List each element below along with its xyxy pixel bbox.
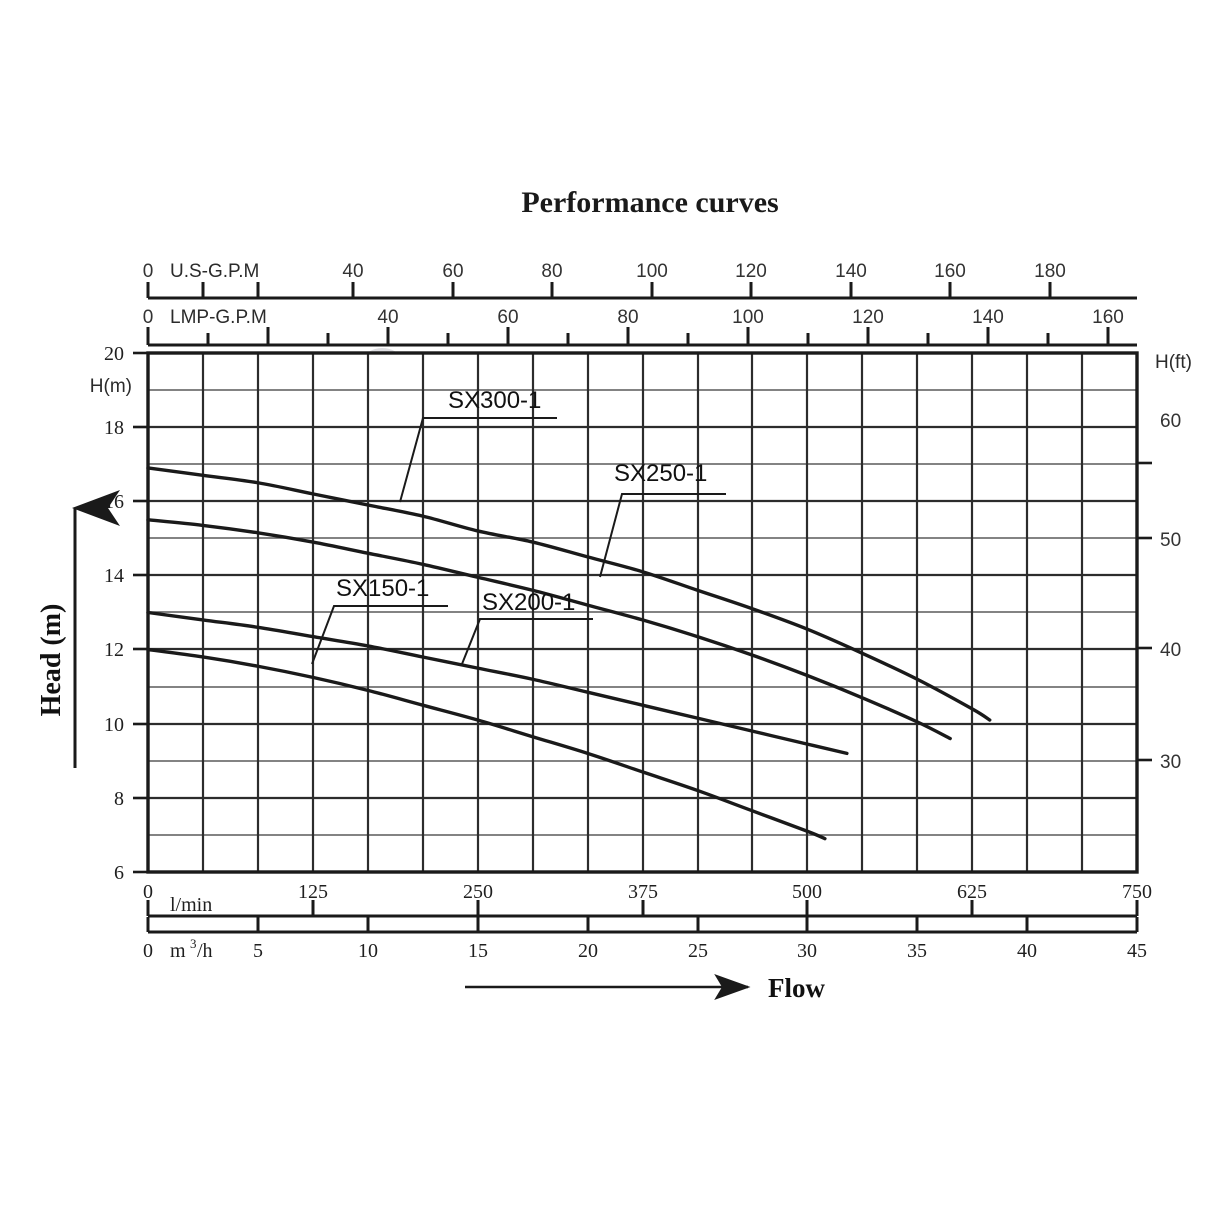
- svg-text:3: 3: [190, 936, 197, 951]
- axis-lmp-gpm-name: LMP-G.P.M: [170, 307, 267, 328]
- axis-head-tick: 12: [104, 639, 124, 661]
- axis-head-tick: 10: [104, 714, 124, 736]
- axis-us-gpm: 0 U.S-G.P.M 40 60 80 100 120 140 160 180: [143, 261, 1137, 300]
- axis-us-gpm-tick: 140: [835, 261, 867, 282]
- axis-lmin-tick: 625: [957, 881, 987, 903]
- axis-lmp-gpm-tick: 80: [617, 307, 638, 328]
- axis-head-tick: 14: [104, 565, 124, 587]
- curve-label-sx200-1: SX200-1: [482, 589, 575, 616]
- axis-head-tick: 20: [104, 343, 124, 365]
- axis-us-gpm-tick: 60: [442, 261, 463, 282]
- axis-m3h-name: m 3 /h: [170, 936, 213, 962]
- annotation-sx200-1: SX200-1: [461, 589, 593, 665]
- curve-sx150-1: [146, 647, 827, 841]
- chart-title: Performance curves: [521, 186, 778, 219]
- curve-sx300-1: [146, 466, 992, 722]
- axis-head-ft-tick: 50: [1160, 530, 1181, 551]
- axis-lmin-tick: 375: [628, 881, 658, 903]
- axis-us-gpm-tick: 80: [541, 261, 562, 282]
- axis-head-tick: 18: [104, 417, 124, 439]
- axis-lmp-gpm-tick: 100: [732, 307, 764, 328]
- axis-lmp-gpm-zero: 0: [143, 307, 154, 328]
- axis-lmp-gpm: 0 LMP-G.P.M 40 60 80 100 120 140 160: [143, 307, 1137, 347]
- axis-lmin: 0 l/min 125 250 375 500 625 750: [143, 881, 1152, 918]
- svg-text:m: m: [170, 940, 186, 962]
- axis-head-tick: 8: [114, 788, 124, 810]
- axis-lmin-zero: 0: [143, 881, 153, 903]
- x-axis-title: Flow: [768, 973, 825, 1003]
- axis-m3h-tick: 20: [578, 940, 598, 962]
- curve-sx200-1: [146, 610, 849, 756]
- axis-head-ft-name: H(ft): [1155, 352, 1192, 373]
- curve-label-sx150-1: SX150-1: [336, 575, 429, 602]
- axis-m3h-tick: 25: [688, 940, 708, 962]
- annotation-sx150-1: SX150-1: [311, 575, 448, 665]
- axis-m3h-tick: 15: [468, 940, 488, 962]
- curve-label-sx300-1: SX300-1: [448, 387, 541, 414]
- axis-us-gpm-tick: 40: [342, 261, 363, 282]
- axis-head-tick: 6: [114, 862, 124, 884]
- axis-lmp-gpm-tick: 40: [377, 307, 398, 328]
- axis-lmin-tick: 125: [298, 881, 328, 903]
- y-axis-title: Head (m): [36, 604, 67, 717]
- axis-m3h-tick: 30: [797, 940, 817, 962]
- axis-head-m: 6 8 10 12 14 16 18 20 H(m) Head (m): [36, 343, 148, 884]
- axis-lmp-gpm-tick: 160: [1092, 307, 1124, 328]
- axis-head-tick: 16: [104, 491, 124, 513]
- axis-m3h-tick: 5: [253, 940, 263, 962]
- axis-us-gpm-tick: 120: [735, 261, 767, 282]
- axis-head-ft: H(ft) 60 50 40 30: [1137, 352, 1192, 773]
- axis-m3h-zero: 0: [143, 940, 153, 962]
- axis-m3h: 0 m 3 /h 5 10 15 20 25 30 35 40 45: [143, 917, 1147, 962]
- axis-m3h-tick: 10: [358, 940, 378, 962]
- axis-us-gpm-zero: 0: [143, 261, 154, 282]
- axis-lmin-tick: 750: [1122, 881, 1152, 903]
- annotation-sx250-1: SX250-1: [599, 460, 726, 578]
- curve-sx250-1: [146, 518, 952, 741]
- performance-curves: [146, 466, 992, 841]
- axis-lmin-name: l/min: [170, 894, 212, 916]
- flow-direction: Flow: [465, 973, 825, 1003]
- axis-lmp-gpm-tick: 60: [497, 307, 518, 328]
- axis-head-ft-tick: 40: [1160, 640, 1181, 661]
- axis-lmp-gpm-tick: 140: [972, 307, 1004, 328]
- axis-us-gpm-tick: 160: [934, 261, 966, 282]
- axis-m3h-tick: 35: [907, 940, 927, 962]
- curve-annotations: SX300-1 SX250-1 SX200-1 SX150-1: [311, 387, 726, 665]
- axis-us-gpm-tick: 180: [1034, 261, 1066, 282]
- axis-lmin-tick: 500: [792, 881, 822, 903]
- axis-head-unit-label: H(m): [90, 376, 132, 397]
- curve-label-sx250-1: SX250-1: [614, 460, 707, 487]
- axis-head-ft-tick: 60: [1160, 411, 1181, 432]
- axis-m3h-tick: 45: [1127, 940, 1147, 962]
- axis-lmp-gpm-tick: 120: [852, 307, 884, 328]
- axis-us-gpm-tick: 100: [636, 261, 668, 282]
- svg-text:/h: /h: [197, 940, 213, 962]
- axis-lmin-tick: 250: [463, 881, 493, 903]
- axis-us-gpm-name: U.S-G.P.M: [170, 261, 259, 282]
- axis-head-ft-tick: 30: [1160, 752, 1181, 773]
- axis-m3h-tick: 40: [1017, 940, 1037, 962]
- plot-grid: [146, 351, 1139, 874]
- annotation-sx300-1: SX300-1: [399, 387, 557, 503]
